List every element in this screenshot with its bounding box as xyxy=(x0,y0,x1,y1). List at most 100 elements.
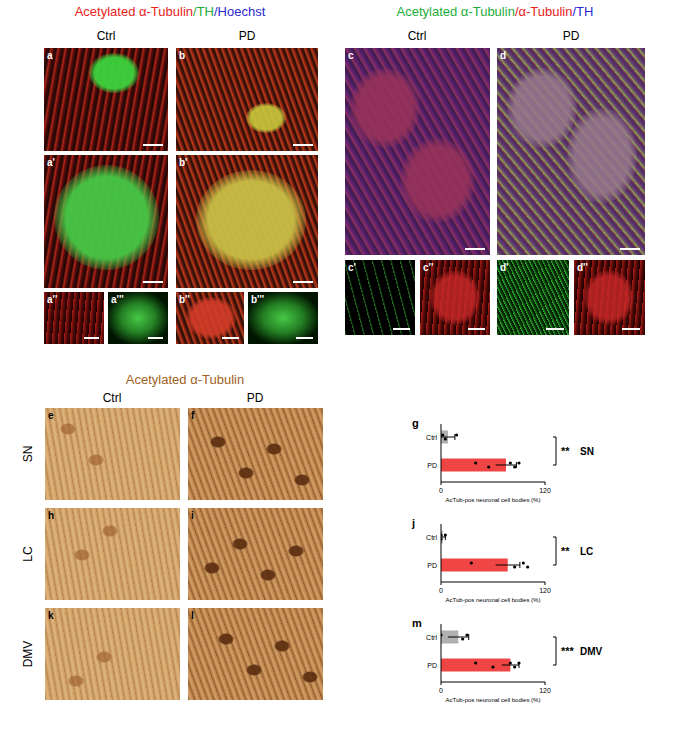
data-point xyxy=(441,433,444,436)
panel-label: b''' xyxy=(251,294,264,305)
category-label: Ctrl xyxy=(426,434,437,441)
plot-area xyxy=(441,431,521,472)
ihc-section xyxy=(188,408,323,500)
cell-body xyxy=(238,467,254,479)
panel-label: h xyxy=(48,510,54,521)
panel-label: d xyxy=(500,50,506,61)
title: Acetylated α-Tubulin xyxy=(126,372,244,387)
panel-label: b'' xyxy=(179,294,190,305)
title: Acetylated α-Tubulin/α-Tubulin/TH xyxy=(397,4,594,19)
y-axis xyxy=(441,424,442,482)
cell-body xyxy=(74,549,90,561)
scale-bar xyxy=(293,144,313,146)
region-label: DMV xyxy=(580,646,603,657)
error-bar xyxy=(502,665,519,666)
region-label: SN xyxy=(580,446,594,457)
plot-area xyxy=(441,531,529,572)
cell-body xyxy=(400,138,475,223)
data-point xyxy=(517,461,520,464)
panel-label: c' xyxy=(348,262,356,273)
data-point xyxy=(509,661,512,664)
panel-label: i xyxy=(191,510,194,521)
row-label: DMV xyxy=(21,641,35,668)
x-axis xyxy=(441,482,545,483)
error-bar xyxy=(441,537,445,538)
panel-label: d'' xyxy=(577,262,588,273)
panel-label: j xyxy=(411,517,415,529)
data-point xyxy=(455,433,458,436)
column-label: Ctrl xyxy=(97,29,116,43)
micrograph xyxy=(176,48,318,151)
title-part: Acetylated α-Tubulin xyxy=(75,4,193,19)
significance: ** xyxy=(561,445,570,457)
row-label: LC xyxy=(21,546,35,562)
error-cap xyxy=(519,562,520,568)
scale-bar xyxy=(546,328,564,330)
cell-body xyxy=(430,270,480,325)
scale-bar xyxy=(222,337,239,339)
scale-bar xyxy=(143,144,163,146)
x-axis xyxy=(441,682,545,683)
axis-label: AcTub-pos neuronal cell bodies (%) xyxy=(446,697,541,703)
error-bar xyxy=(496,465,517,466)
error-bar xyxy=(448,637,469,638)
scale-bar xyxy=(620,248,640,250)
cell-body xyxy=(89,53,139,93)
x-axis xyxy=(441,582,545,583)
column-label: PD xyxy=(247,391,264,405)
axis-label: AcTub-pos neuronal cell bodies (%) xyxy=(446,597,541,603)
scale-bar xyxy=(465,248,485,250)
cell-body xyxy=(88,454,104,466)
panel-label: f xyxy=(191,410,195,421)
x-tick xyxy=(441,582,442,585)
title-part: /TH xyxy=(573,4,594,19)
significance-bracket xyxy=(553,437,556,465)
scale-bar xyxy=(84,337,99,339)
panel-label: k xyxy=(48,610,54,621)
cell-body xyxy=(302,671,318,683)
data-point xyxy=(526,565,529,568)
cell-body xyxy=(246,664,262,676)
cell-body xyxy=(232,538,248,550)
title-part: Acetylated α-Tubulin xyxy=(397,4,515,19)
ihc-section xyxy=(188,508,323,600)
category-label: PD xyxy=(427,462,437,469)
ihc-section xyxy=(45,508,180,600)
plot-area xyxy=(441,631,521,672)
tick-label: 0 xyxy=(439,487,443,494)
category-label: PD xyxy=(427,662,437,669)
y-axis xyxy=(441,524,442,582)
significance-bracket xyxy=(553,637,556,665)
column-label: Ctrl xyxy=(408,29,427,43)
data-point xyxy=(522,561,525,564)
data-point xyxy=(474,461,477,464)
scale-bar xyxy=(622,328,640,330)
ihc-section xyxy=(45,608,180,700)
micrograph xyxy=(44,48,168,151)
x-tick xyxy=(441,482,442,485)
cell-body xyxy=(204,562,220,574)
data-point xyxy=(470,561,473,564)
row-label: SN xyxy=(21,446,35,463)
significance: ** xyxy=(561,545,570,557)
overlay: aba'b'a''a'''b''b'''Acetylated α-Tubulin… xyxy=(0,0,685,734)
cell-body xyxy=(210,436,226,448)
data-point xyxy=(474,661,477,664)
y-axis xyxy=(441,624,442,682)
panel-label: c'' xyxy=(423,262,433,273)
scale-bar xyxy=(143,281,163,283)
panel-label: c xyxy=(348,50,354,61)
panel-label: a''' xyxy=(111,294,124,305)
cell-body xyxy=(294,474,310,486)
data-point xyxy=(513,565,516,568)
cell-body xyxy=(102,525,118,537)
data-point xyxy=(444,437,447,440)
micrograph xyxy=(497,48,645,255)
category-label: PD xyxy=(427,562,437,569)
panel-label: a'' xyxy=(47,294,57,305)
significance: *** xyxy=(561,645,575,657)
title-part: /α-Tubulin xyxy=(515,4,573,19)
significance-bracket xyxy=(553,537,556,565)
ihc-section xyxy=(45,408,180,500)
cell-body xyxy=(266,443,282,455)
